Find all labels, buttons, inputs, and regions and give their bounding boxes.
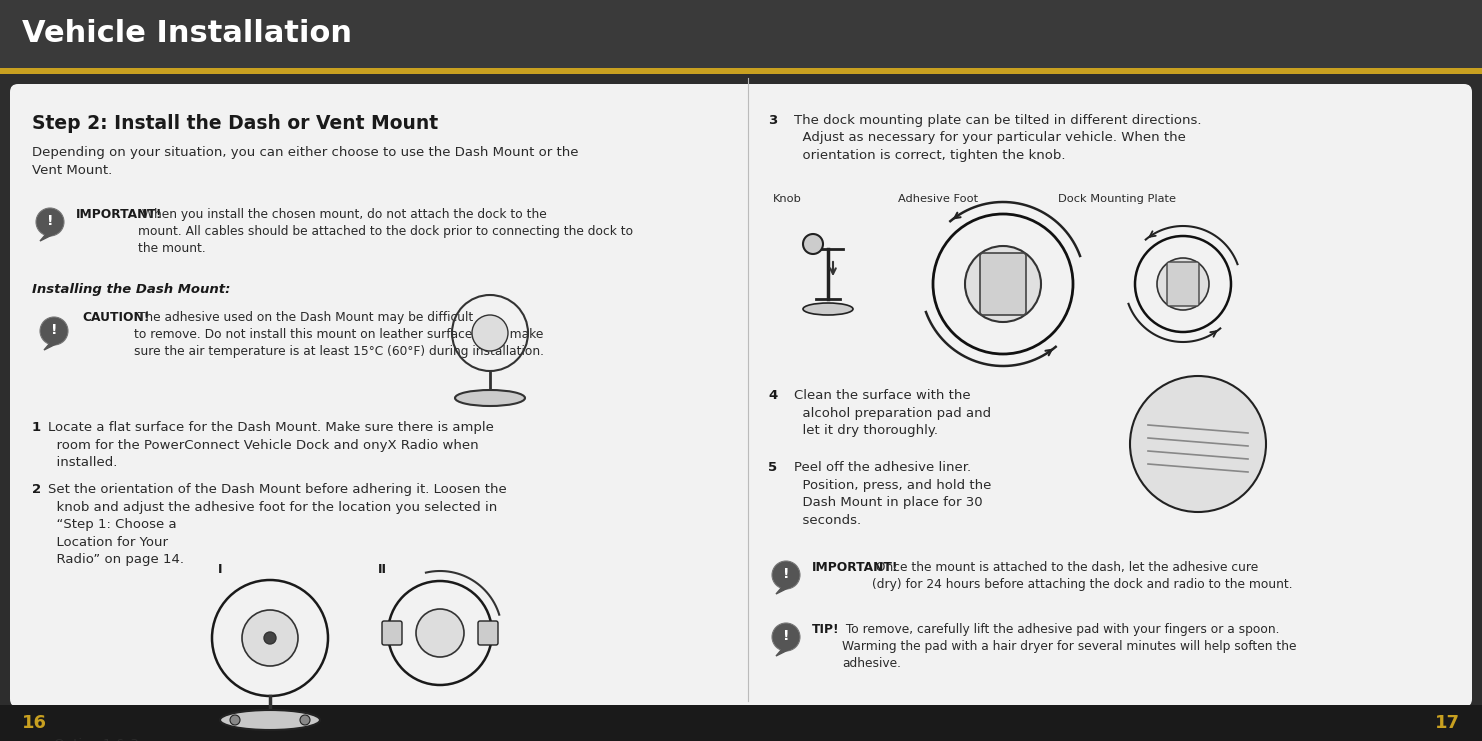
Circle shape xyxy=(230,715,240,725)
Circle shape xyxy=(264,632,276,644)
Text: 5: 5 xyxy=(768,461,777,474)
Circle shape xyxy=(36,208,64,236)
FancyBboxPatch shape xyxy=(10,84,1472,707)
Text: CAUTION!: CAUTION! xyxy=(82,311,150,324)
FancyBboxPatch shape xyxy=(0,0,1482,68)
Circle shape xyxy=(416,609,464,657)
Circle shape xyxy=(965,246,1040,322)
Text: !: ! xyxy=(50,323,58,337)
Text: Step 2: Install the Dash or Vent Mount: Step 2: Install the Dash or Vent Mount xyxy=(33,114,439,133)
Text: Installing the Dash Mount:: Installing the Dash Mount: xyxy=(33,283,230,296)
Polygon shape xyxy=(777,587,790,594)
Circle shape xyxy=(803,234,823,254)
Circle shape xyxy=(40,317,68,345)
Text: !: ! xyxy=(782,629,790,643)
Polygon shape xyxy=(777,649,790,656)
Circle shape xyxy=(1157,258,1209,310)
Text: 2: 2 xyxy=(33,483,41,496)
Text: IMPORTANT!: IMPORTANT! xyxy=(812,561,898,574)
Text: II: II xyxy=(378,563,387,576)
Text: Vehicle Installation: Vehicle Installation xyxy=(22,19,353,48)
FancyBboxPatch shape xyxy=(479,621,498,645)
Text: 1: 1 xyxy=(33,421,41,434)
Polygon shape xyxy=(44,343,58,350)
Text: Dock Mounting Plate: Dock Mounting Plate xyxy=(1058,194,1177,204)
Text: I: I xyxy=(218,563,222,576)
Text: 4: 4 xyxy=(768,389,777,402)
Text: To remove, carefully lift the adhesive pad with your fingers or a spoon.
Warming: To remove, carefully lift the adhesive p… xyxy=(842,623,1297,670)
FancyBboxPatch shape xyxy=(980,253,1026,315)
FancyBboxPatch shape xyxy=(0,705,1482,741)
Text: 3: 3 xyxy=(768,114,777,127)
FancyBboxPatch shape xyxy=(382,621,402,645)
Ellipse shape xyxy=(455,390,525,406)
Text: Locate a flat surface for the Dash Mount. Make sure there is ample
  room for th: Locate a flat surface for the Dash Mount… xyxy=(47,421,494,469)
Text: Depending on your situation, you can either choose to use the Dash Mount or the
: Depending on your situation, you can eit… xyxy=(33,146,578,177)
Text: Once the mount is attached to the dash, let the adhesive cure
(dry) for 24 hours: Once the mount is attached to the dash, … xyxy=(871,561,1292,591)
Text: !: ! xyxy=(47,214,53,228)
Ellipse shape xyxy=(219,710,320,730)
Circle shape xyxy=(772,623,800,651)
Circle shape xyxy=(242,610,298,666)
Text: Set the orientation of the Dash Mount before adhering it. Loosen the
  knob and : Set the orientation of the Dash Mount be… xyxy=(47,483,507,566)
Circle shape xyxy=(299,715,310,725)
Text: When you install the chosen mount, do not attach the dock to the
mount. All cabl: When you install the chosen mount, do no… xyxy=(138,208,633,255)
Text: The dock mounting plate can be tilted in different directions.
  Adjust as neces: The dock mounting plate can be tilted in… xyxy=(794,114,1202,162)
Ellipse shape xyxy=(803,303,854,315)
Text: IMPORTANT!: IMPORTANT! xyxy=(76,208,163,221)
Text: Clean the surface with the
  alcohol preparation pad and
  let it dry thoroughly: Clean the surface with the alcohol prepa… xyxy=(794,389,991,437)
Circle shape xyxy=(772,561,800,589)
Circle shape xyxy=(471,315,508,351)
Polygon shape xyxy=(40,234,53,241)
Text: Peel off the adhesive liner.
  Position, press, and hold the
  Dash Mount in pla: Peel off the adhesive liner. Position, p… xyxy=(794,461,991,527)
Text: 16: 16 xyxy=(22,714,47,732)
Text: • Option 1 & 3
  should be
  oriented as I.: • Option 1 & 3 should be oriented as I. xyxy=(41,738,139,741)
Text: 17: 17 xyxy=(1435,714,1460,732)
Text: Knob: Knob xyxy=(774,194,802,204)
Text: The adhesive used on the Dash Mount may be difficult
to remove. Do not install t: The adhesive used on the Dash Mount may … xyxy=(133,311,544,358)
FancyBboxPatch shape xyxy=(1166,262,1199,306)
Text: !: ! xyxy=(782,567,790,581)
FancyBboxPatch shape xyxy=(0,68,1482,74)
Circle shape xyxy=(1129,376,1266,512)
Text: Adhesive Foot: Adhesive Foot xyxy=(898,194,978,204)
Text: TIP!: TIP! xyxy=(812,623,840,636)
